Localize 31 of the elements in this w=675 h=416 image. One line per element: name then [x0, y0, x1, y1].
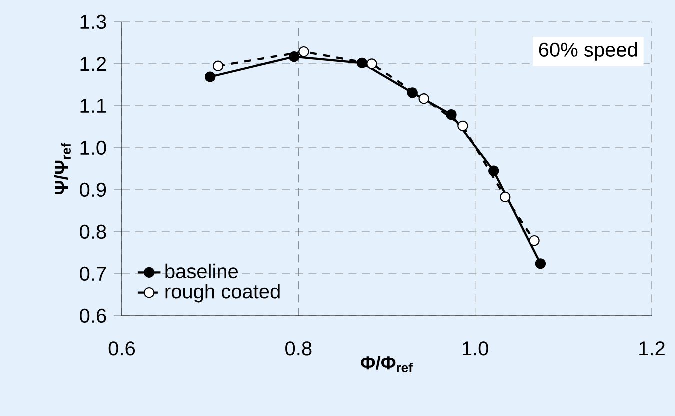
y-tick-label: 0.8 [80, 224, 106, 240]
point [212, 60, 224, 72]
x-tick-label: 0.6 [108, 342, 136, 356]
y-tick-label: 0.6 [80, 308, 106, 324]
point [535, 258, 546, 270]
x-tick-label: 0.8 [286, 342, 312, 356]
x-tick-label: 1.0 [462, 342, 488, 356]
y-tick-label: 0.9 [80, 182, 106, 198]
point [298, 46, 310, 58]
legend-label: baseline [166, 264, 238, 279]
legend-label: rough coated [166, 284, 280, 303]
y-tick-label: 1.0 [80, 140, 106, 156]
annotation: 60% speed [539, 42, 638, 61]
y-tick-label: 0.7 [80, 266, 106, 282]
point [488, 166, 500, 176]
y-axis-title: Ψ/Ψ$_{ref}$ [54, 143, 71, 194]
point [500, 192, 511, 202]
point [529, 235, 540, 246]
point [458, 120, 468, 132]
point [407, 88, 418, 98]
point [288, 52, 300, 62]
point [446, 109, 457, 120]
y-tick-label: 1.3 [80, 14, 106, 30]
y-tick-label: 1.2 [80, 57, 106, 71]
y-tick-label: 1.1 [80, 99, 106, 113]
x-tick-label: 1.2 [640, 342, 665, 356]
point [356, 58, 368, 68]
point [418, 94, 430, 104]
point [205, 72, 216, 82]
x-axis-title: Φ/Φ$_{ref}$ [360, 356, 413, 373]
point [366, 58, 378, 70]
